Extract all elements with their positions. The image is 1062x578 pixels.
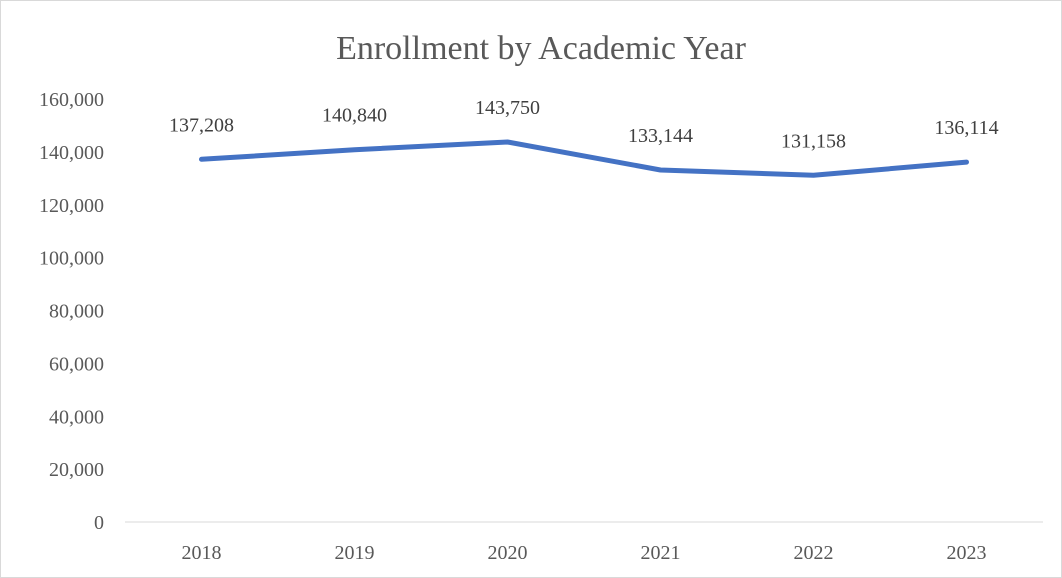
- y-tick-label: 100,000: [39, 248, 104, 270]
- data-label: 131,158: [781, 130, 846, 152]
- data-label: 140,840: [322, 105, 387, 127]
- y-tick-label: 140,000: [39, 142, 104, 164]
- y-tick-label: 160,000: [39, 89, 104, 111]
- data-label: 136,114: [934, 117, 998, 139]
- y-tick-label: 120,000: [39, 195, 104, 217]
- y-tick-label: 60,000: [49, 353, 104, 375]
- x-tick-label: 2018: [182, 542, 222, 564]
- data-label: 133,144: [628, 125, 693, 147]
- x-tick-label: 2022: [794, 542, 834, 564]
- data-labels: 137,208 140,840 143,750 133,144 131,158 136,1…: [169, 97, 999, 152]
- y-axis-ticks: 0 20,000 40,000 60,000 80,000 100,000 120,000 1…: [39, 89, 104, 534]
- x-tick-label: 2019: [335, 542, 375, 564]
- series-line: [199, 139, 969, 178]
- x-tick-label: 2020: [488, 542, 528, 564]
- y-tick-label: 80,000: [49, 301, 104, 323]
- y-tick-label: 0: [94, 512, 104, 534]
- data-label: 137,208: [169, 114, 234, 136]
- x-tick-label: 2021: [641, 542, 681, 564]
- data-label: 143,750: [475, 97, 540, 119]
- y-tick-label: 20,000: [49, 459, 104, 481]
- y-tick-label: 40,000: [49, 406, 104, 428]
- x-axis-ticks: 2018 2019 2020 2021 2022 2023: [182, 542, 987, 564]
- chart-title: Enrollment by Academic Year: [336, 30, 746, 67]
- x-tick-label: 2023: [947, 542, 987, 564]
